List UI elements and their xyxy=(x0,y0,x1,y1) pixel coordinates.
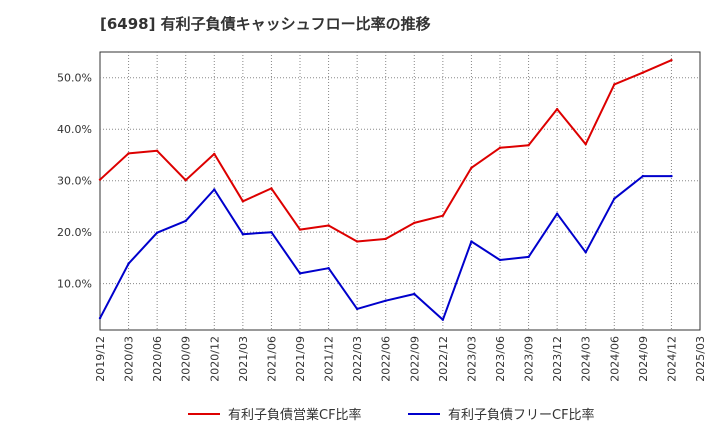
x-tick-label: 2021/03 xyxy=(237,336,250,382)
data-point xyxy=(98,316,102,320)
x-tick-label: 2020/06 xyxy=(151,336,164,382)
data-point xyxy=(155,231,159,234)
data-point xyxy=(384,237,387,241)
data-point xyxy=(213,152,216,156)
data-point xyxy=(327,267,330,270)
x-tick-label: 2022/03 xyxy=(351,336,364,382)
data-point xyxy=(441,318,445,321)
data-point xyxy=(470,166,473,170)
x-tick-label: 2023/03 xyxy=(465,336,478,382)
data-point xyxy=(584,251,587,254)
y-tick-label: 40.0% xyxy=(57,123,92,136)
grid xyxy=(100,52,700,330)
x-tick-label: 2024/03 xyxy=(580,336,593,382)
data-point xyxy=(641,174,645,178)
data-point xyxy=(670,174,673,178)
x-tick-label: 2021/09 xyxy=(294,336,307,382)
data-point xyxy=(498,146,502,149)
data-point xyxy=(613,197,616,200)
data-point xyxy=(298,272,302,275)
data-point xyxy=(384,299,387,302)
chart-title: [6498] 有利子負債キャッシュフロー比率の推移 xyxy=(100,15,431,33)
data-point xyxy=(298,228,302,231)
data-point xyxy=(355,240,359,243)
y-tick-label: 30.0% xyxy=(57,175,92,188)
data-point xyxy=(270,230,273,234)
y-tick-label: 20.0% xyxy=(57,226,92,239)
data-point xyxy=(184,219,187,223)
x-tick-label: 2024/06 xyxy=(608,336,621,382)
data-point xyxy=(98,178,102,181)
data-point xyxy=(327,224,330,227)
data-point xyxy=(413,221,416,225)
legend-label-1: 有利子負債営業CF比率 xyxy=(228,407,362,423)
x-tick-label: 2023/12 xyxy=(551,336,564,382)
data-point xyxy=(355,307,359,311)
x-tick-label: 2024/09 xyxy=(637,336,650,382)
data-point xyxy=(470,240,473,243)
x-tick-label: 2022/12 xyxy=(437,336,450,382)
data-point xyxy=(127,262,130,265)
data-point xyxy=(555,212,559,215)
data-point xyxy=(241,233,245,236)
series-lines xyxy=(98,59,673,321)
data-point xyxy=(413,292,416,296)
data-point xyxy=(270,187,273,190)
data-point xyxy=(241,200,245,203)
x-tick-label: 2022/09 xyxy=(408,336,421,382)
x-tick-label: 2025/03 xyxy=(694,336,707,382)
x-tick-label: 2024/12 xyxy=(665,336,678,382)
x-tick-label: 2020/12 xyxy=(208,336,221,382)
data-point xyxy=(527,255,530,259)
x-tick-label: 2021/12 xyxy=(323,336,336,382)
data-point xyxy=(527,143,530,147)
data-point xyxy=(498,258,502,262)
data-point xyxy=(155,149,159,153)
x-tick-label: 2020/03 xyxy=(123,336,136,382)
x-tick-label: 2023/09 xyxy=(523,336,536,382)
x-tick-label: 2021/06 xyxy=(265,336,278,382)
data-point xyxy=(670,59,673,62)
data-point xyxy=(555,107,559,111)
x-tick-label: 2022/06 xyxy=(380,336,393,382)
x-tick-label: 2023/06 xyxy=(494,336,507,382)
x-tick-label: 2020/09 xyxy=(180,336,193,382)
data-point xyxy=(641,71,645,74)
y-tick-label: 10.0% xyxy=(57,278,92,291)
data-point xyxy=(184,178,187,182)
data-point xyxy=(127,152,130,155)
data-point xyxy=(213,188,216,191)
y-tick-label: 50.0% xyxy=(57,72,92,85)
legend: 有利子負債営業CF比率 有利子負債フリーCF比率 xyxy=(188,407,595,423)
x-axis-ticks: 2019/12 2020/03 2020/06 2020/09 2020/12 2021/… xyxy=(94,336,707,382)
data-point xyxy=(584,142,587,146)
data-point xyxy=(613,83,616,86)
data-point xyxy=(441,214,445,217)
legend-label-2: 有利子負債フリーCF比率 xyxy=(448,407,595,423)
y-axis-ticks: 10.0% 20.0% 30.0% 40.0% 50.0% xyxy=(57,72,92,291)
x-tick-label: 2019/12 xyxy=(94,336,107,382)
